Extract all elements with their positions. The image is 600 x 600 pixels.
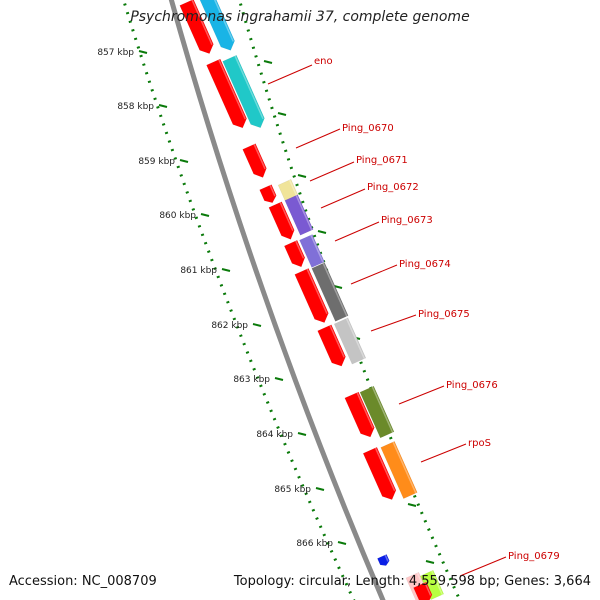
gene-label: Ping_0679 [508, 551, 560, 562]
gene-feature [284, 194, 314, 236]
ruler-major-tick [200, 213, 210, 217]
gene-label: rpoS [468, 438, 491, 449]
gene-feature [362, 446, 397, 500]
ruler-labels: 857 kbp 858 kbp 859 kbp 860 kbp 861 kbp 862 k… [97, 48, 333, 549]
gene-feature [380, 441, 418, 499]
ruler-major-tick-right [263, 60, 273, 64]
gene-feature [333, 317, 367, 365]
ruler-major-tick [274, 377, 284, 381]
ruler-major-tick [221, 268, 231, 272]
gene-label: Ping_0672 [367, 182, 419, 193]
ruler-tick-label: 860 kbp [159, 211, 196, 221]
ruler-major-tick [138, 50, 148, 54]
ruler-ticks [121, 0, 462, 600]
ruler-major-tick-right [317, 230, 327, 234]
gene-label: Ping_0675 [418, 309, 470, 320]
ruler-major-tick [337, 541, 347, 545]
gene-feature [259, 184, 277, 204]
gene-feature [294, 268, 329, 323]
ruler-tick-label: 861 kbp [180, 266, 217, 276]
gene-label-leader [370, 314, 417, 332]
gene-labels: eno Ping_0670 Ping_0671 Ping_0672 Ping_0673 P… [267, 56, 560, 577]
feature-track [179, 0, 445, 600]
ruler-major-tick-right [425, 560, 435, 564]
gene-feature [311, 262, 349, 322]
gene-feature [198, 0, 235, 51]
gene-feature [222, 54, 265, 129]
gene-label-leader [350, 264, 398, 285]
genome-summary-text: Topology: circular; Length: 4,559,598 bp… [233, 574, 591, 589]
ruler-tick-label: 857 kbp [97, 48, 134, 58]
gene-label-leader [334, 221, 380, 242]
gene-feature [413, 581, 433, 600]
gene-label: Ping_0670 [342, 123, 394, 134]
ruler-major-tick-right [407, 503, 417, 507]
gene-label-leader [309, 161, 355, 182]
ruler-dotted-line-right [237, 0, 462, 600]
ruler-tick-label: 865 kbp [274, 485, 311, 495]
map-title: Psychromonas ingrahamii 37, complete gen… [130, 9, 470, 25]
gene-feature [377, 554, 390, 566]
ruler-major-tick [158, 104, 168, 108]
ruler-dotted-line-left [121, 0, 356, 600]
ruler-major-tick [179, 159, 189, 163]
gene-feature [242, 143, 267, 178]
accession-text: Accession: NC_008709 [9, 574, 157, 589]
ruler-major-tick [315, 487, 325, 491]
ruler-tick-label: 863 kbp [233, 375, 270, 385]
gene-label: Ping_0676 [446, 380, 498, 391]
gene-feature [206, 58, 247, 129]
gene-feature [179, 0, 214, 54]
ruler-major-tick-right [277, 112, 287, 116]
gene-label: eno [314, 56, 333, 67]
ruler-tick-label: 864 kbp [256, 430, 293, 440]
gene-label: Ping_0673 [381, 215, 433, 226]
gene-feature [268, 201, 295, 240]
gene-label-leader [267, 64, 313, 85]
gene-label-leader [320, 188, 366, 209]
gene-feature [299, 234, 325, 268]
ruler-tick-label: 859 kbp [138, 157, 175, 167]
gene-feature [317, 324, 346, 367]
gene-feature [359, 385, 395, 439]
ruler-major-tick [252, 323, 262, 327]
gene-feature [344, 391, 375, 438]
ruler-major-tick-right [333, 285, 343, 289]
gene-label-leader [295, 128, 341, 149]
backbone-line [168, 0, 386, 600]
ruler-major-tick-right [297, 174, 307, 178]
gene-label-leader [398, 385, 445, 405]
gene-label-leader [420, 443, 467, 463]
ruler-tick-label: 866 kbp [296, 539, 333, 549]
backbone [168, 0, 386, 600]
ruler-tick-label: 862 kbp [211, 321, 248, 331]
ruler-tick-label: 858 kbp [117, 102, 154, 112]
gene-label: Ping_0671 [356, 155, 408, 166]
gene-label: Ping_0674 [399, 259, 451, 270]
gene-feature [283, 239, 306, 268]
ruler-major-tick [297, 432, 307, 436]
gene-label-leader [459, 556, 507, 577]
